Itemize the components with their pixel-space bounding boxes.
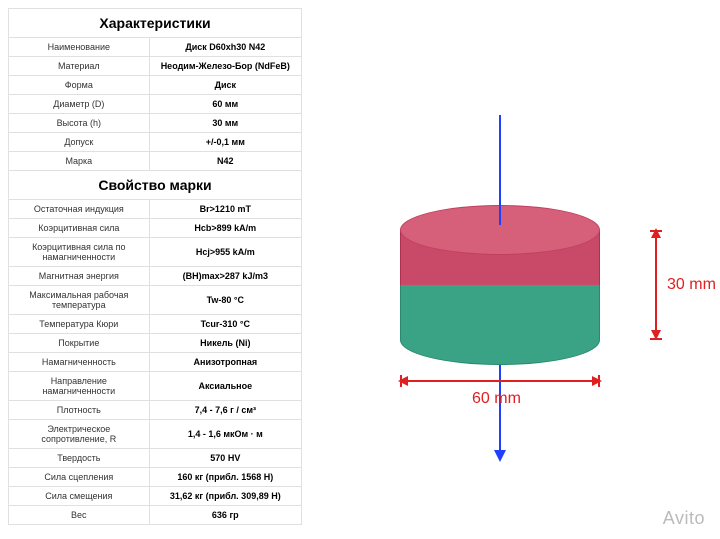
table-row: Максимальная рабочая температураTw-80 °C (9, 286, 302, 315)
row-label: Направление намагниченности (9, 372, 150, 401)
table-row: Допуск+/-0,1 мм (9, 133, 302, 152)
table-row: Сила смещения31,62 кг (прибл. 309,89 Н) (9, 487, 302, 506)
row-label: Покрытие (9, 334, 150, 353)
section-header: Характеристики (9, 9, 302, 38)
table-row: Высота (h)30 мм (9, 114, 302, 133)
row-value: 636 гр (149, 506, 301, 525)
row-value: 7,4 - 7,6 г / см³ (149, 401, 301, 420)
table-row: ПокрытиеНикель (Ni) (9, 334, 302, 353)
row-label: Электрическое сопротивление, R (9, 420, 150, 449)
spec-table: ХарактеристикиНаименованиеДиск D60xh30 N… (8, 8, 302, 525)
row-label: Форма (9, 76, 150, 95)
diagram-panel: 30 mm 60 mm (310, 0, 720, 539)
row-value: Анизотропная (149, 353, 301, 372)
row-label: Высота (h) (9, 114, 150, 133)
row-label: Коэрцитивная сила по намагниченности (9, 238, 150, 267)
row-label: Магнитная энергия (9, 267, 150, 286)
row-value: 160 кг (прибл. 1568 Н) (149, 468, 301, 487)
row-label: Максимальная рабочая температура (9, 286, 150, 315)
magnetization-arrow-top (499, 115, 501, 225)
section-header: Свойство марки (9, 171, 302, 200)
row-value: Аксиальное (149, 372, 301, 401)
magnet-diagram: 30 mm 60 mm (345, 60, 685, 480)
row-label: Диаметр (D) (9, 95, 150, 114)
row-label: Сила сцепления (9, 468, 150, 487)
row-label: Марка (9, 152, 150, 171)
row-value: Hcb>899 kA/m (149, 219, 301, 238)
row-label: Наименование (9, 38, 150, 57)
width-label: 60 mm (472, 390, 521, 408)
row-value: 30 мм (149, 114, 301, 133)
table-row: Температура КюриTcur-310 °C (9, 315, 302, 334)
row-label: Коэрцитивная сила (9, 219, 150, 238)
table-row: НамагниченностьАнизотропная (9, 353, 302, 372)
row-value: +/-0,1 мм (149, 133, 301, 152)
row-value: 1,4 - 1,6 мкОм · м (149, 420, 301, 449)
row-label: Материал (9, 57, 150, 76)
table-row: Коэрцитивная силаHcb>899 kA/m (9, 219, 302, 238)
table-row: Остаточная индукцияBr>1210 mT (9, 200, 302, 219)
table-row: Диаметр (D)60 мм (9, 95, 302, 114)
table-row: Плотность7,4 - 7,6 г / см³ (9, 401, 302, 420)
row-label: Остаточная индукция (9, 200, 150, 219)
table-row: МаркаN42 (9, 152, 302, 171)
row-label: Намагниченность (9, 353, 150, 372)
row-value: Hcj>955 kA/m (149, 238, 301, 267)
table-row: Электрическое сопротивление, R1,4 - 1,6 … (9, 420, 302, 449)
row-value: Диск D60xh30 N42 (149, 38, 301, 57)
row-value: N42 (149, 152, 301, 171)
table-row: Направление намагниченностиАксиальное (9, 372, 302, 401)
row-value: (BH)max>287 kJ/m3 (149, 267, 301, 286)
table-row: Сила сцепления160 кг (прибл. 1568 Н) (9, 468, 302, 487)
table-row: НаименованиеДиск D60xh30 N42 (9, 38, 302, 57)
row-label: Твердость (9, 449, 150, 468)
row-value: 31,62 кг (прибл. 309,89 Н) (149, 487, 301, 506)
watermark: Avito (663, 508, 705, 529)
height-label: 30 mm (667, 276, 716, 294)
row-value: Tw-80 °C (149, 286, 301, 315)
table-row: Коэрцитивная сила по намагниченностиHcj>… (9, 238, 302, 267)
table-row: Твердость570 HV (9, 449, 302, 468)
cylinder-south-pole (400, 285, 600, 340)
row-value: 60 мм (149, 95, 301, 114)
table-row: ФормаДиск (9, 76, 302, 95)
row-label: Плотность (9, 401, 150, 420)
row-label: Температура Кюри (9, 315, 150, 334)
table-row: Магнитная энергия(BH)max>287 kJ/m3 (9, 267, 302, 286)
row-label: Сила смещения (9, 487, 150, 506)
row-value: Никель (Ni) (149, 334, 301, 353)
row-label: Допуск (9, 133, 150, 152)
row-value: Tcur-310 °C (149, 315, 301, 334)
row-value: Диск (149, 76, 301, 95)
row-value: Br>1210 mT (149, 200, 301, 219)
table-row: МатериалНеодим-Железо-Бор (NdFeB) (9, 57, 302, 76)
row-label: Вес (9, 506, 150, 525)
spec-panel: ХарактеристикиНаименованиеДиск D60xh30 N… (0, 0, 310, 539)
row-value: 570 HV (149, 449, 301, 468)
table-row: Вес636 гр (9, 506, 302, 525)
row-value: Неодим-Железо-Бор (NdFeB) (149, 57, 301, 76)
